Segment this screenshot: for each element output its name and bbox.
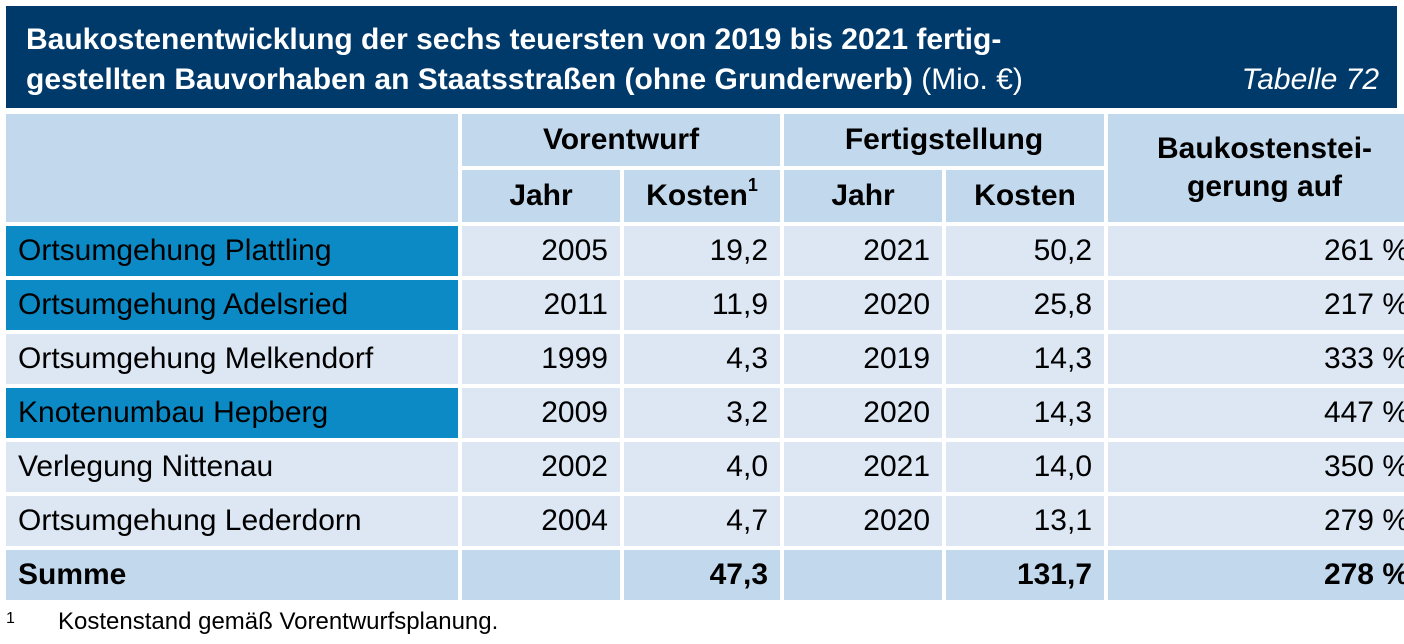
summe-label: Summe xyxy=(6,550,458,600)
cell-f-kosten: 14,0 xyxy=(946,442,1105,492)
cell-f-kosten: 14,3 xyxy=(946,388,1105,438)
cell-name: Knotenumbau Hepberg xyxy=(6,388,458,438)
cell-steigerung: 261 % xyxy=(1108,226,1404,276)
cell-f-jahr: 2021 xyxy=(784,442,943,492)
footnote-number: 1 xyxy=(6,610,15,627)
table-row: Ortsumgehung Melkendorf 1999 4,3 2019 14,3 33… xyxy=(6,334,1404,384)
cell-steigerung: 350 % xyxy=(1108,442,1404,492)
header-empty xyxy=(6,114,458,222)
table-number: Tabelle 72 xyxy=(1241,63,1379,96)
summe-steigerung: 278 % xyxy=(1108,550,1404,600)
title-line-2-text: gestellten Bauvorhaben an Staatsstraßen … xyxy=(26,63,913,96)
header-v-jahr: Jahr xyxy=(462,170,620,222)
summe-v-kosten: 47,3 xyxy=(624,550,781,600)
cell-v-jahr: 2005 xyxy=(462,226,620,276)
footnote-marker: 1 xyxy=(747,175,758,195)
cell-steigerung: 279 % xyxy=(1108,496,1404,546)
cell-f-kosten: 25,8 xyxy=(946,280,1105,330)
cell-steigerung: 447 % xyxy=(1108,388,1404,438)
cell-v-kosten: 4,7 xyxy=(624,496,781,546)
table-row: Verlegung Nittenau 2002 4,0 2021 14,0 350 % xyxy=(6,442,1404,492)
cell-f-kosten: 14,3 xyxy=(946,334,1105,384)
title-line-1: Baukostenentwicklung der sechs teuersten… xyxy=(26,23,1002,56)
title-unit: (Mio. €) xyxy=(921,63,1023,96)
summe-v-jahr xyxy=(462,550,620,600)
header-vorentwurf: Vorentwurf xyxy=(462,114,781,166)
cell-v-kosten: 19,2 xyxy=(624,226,781,276)
table-row: Ortsumgehung Lederdorn 2004 4,7 2020 13,1 279… xyxy=(6,496,1404,546)
cell-f-kosten: 50,2 xyxy=(946,226,1105,276)
header-fertigstellung: Fertigstellung xyxy=(784,114,1105,166)
cell-v-jahr: 2009 xyxy=(462,388,620,438)
header-steigerung: Baukostenstei- gerung auf xyxy=(1108,114,1404,222)
summe-f-jahr xyxy=(784,550,943,600)
cell-v-jahr: 2002 xyxy=(462,442,620,492)
cell-name: Verlegung Nittenau xyxy=(6,442,458,492)
cell-v-kosten: 4,0 xyxy=(624,442,781,492)
cell-name: Ortsumgehung Melkendorf xyxy=(6,334,458,384)
cell-steigerung: 333 % xyxy=(1108,334,1404,384)
cell-v-jahr: 1999 xyxy=(462,334,620,384)
cell-v-kosten: 3,2 xyxy=(624,388,781,438)
cost-table: Vorentwurf Fertigstellung Baukostenstei-… xyxy=(2,110,1404,604)
header-f-jahr: Jahr xyxy=(784,170,943,222)
cell-name: Ortsumgehung Lederdorn xyxy=(6,496,458,546)
cell-v-kosten: 11,9 xyxy=(624,280,781,330)
footnote: 1 Kostenstand gemäß Vorentwurfsplanung. xyxy=(6,608,498,636)
table-row: Ortsumgehung Adelsried 2011 11,9 2020 25,8 21… xyxy=(6,280,1404,330)
cell-name: Ortsumgehung Adelsried xyxy=(6,280,458,330)
cell-name: Ortsumgehung Plattling xyxy=(6,226,458,276)
cell-f-jahr: 2020 xyxy=(784,388,943,438)
cell-f-jahr: 2020 xyxy=(784,280,943,330)
cell-f-kosten: 13,1 xyxy=(946,496,1105,546)
summe-row: Summe 47,3 131,7 278 % xyxy=(6,550,1404,600)
header-v-kosten-label: Kosten xyxy=(646,179,748,212)
table-title-bar: Baukostenentwicklung der sechs teuersten… xyxy=(6,6,1397,108)
header-f-kosten: Kosten xyxy=(946,170,1105,222)
title-line-2: gestellten Bauvorhaben an Staatsstraßen … xyxy=(26,60,1379,100)
table-row: Knotenumbau Hepberg 2009 3,2 2020 14,3 447 % xyxy=(6,388,1404,438)
header-v-kosten: Kosten1 xyxy=(624,170,781,222)
summe-f-kosten: 131,7 xyxy=(946,550,1105,600)
cell-v-kosten: 4,3 xyxy=(624,334,781,384)
header-steigerung-l1: Baukostenstei- xyxy=(1156,132,1373,165)
cell-v-jahr: 2011 xyxy=(462,280,620,330)
header-steigerung-l2: gerung auf xyxy=(1187,170,1343,203)
cell-f-jahr: 2019 xyxy=(784,334,943,384)
cell-f-jahr: 2020 xyxy=(784,496,943,546)
table-row: Ortsumgehung Plattling 2005 19,2 2021 50,2 26… xyxy=(6,226,1404,276)
cell-f-jahr: 2021 xyxy=(784,226,943,276)
footnote-text: Kostenstand gemäß Vorentwurfsplanung. xyxy=(58,608,499,635)
cell-steigerung: 217 % xyxy=(1108,280,1404,330)
cell-v-jahr: 2004 xyxy=(462,496,620,546)
